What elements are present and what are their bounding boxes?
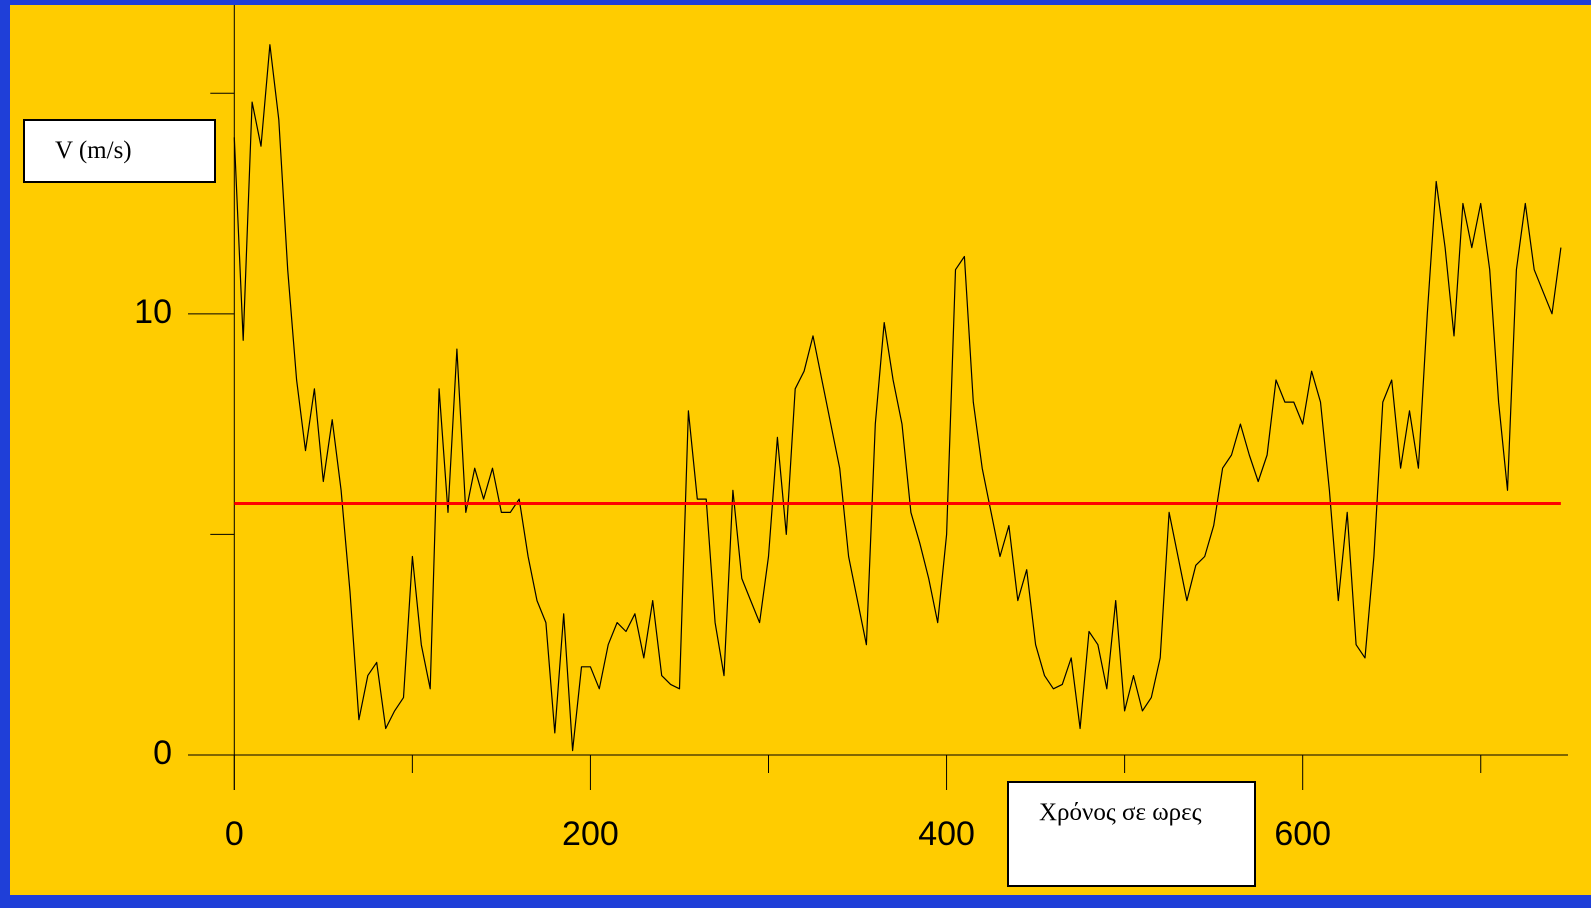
y-tick-label: 0 bbox=[153, 734, 172, 772]
x-tick-label: 400 bbox=[918, 815, 975, 853]
x-tick-label: 600 bbox=[1274, 815, 1331, 853]
y-axis-label: V (m/s) bbox=[23, 119, 216, 183]
x-tick-label: 0 bbox=[225, 815, 244, 853]
chart-background bbox=[10, 5, 1591, 895]
data-line bbox=[233, 44, 1562, 752]
y-tick-label: 10 bbox=[134, 293, 172, 331]
x-tick-label: 200 bbox=[562, 815, 619, 853]
x-axis-label: Χρόνος σε ωρες bbox=[1007, 781, 1256, 887]
